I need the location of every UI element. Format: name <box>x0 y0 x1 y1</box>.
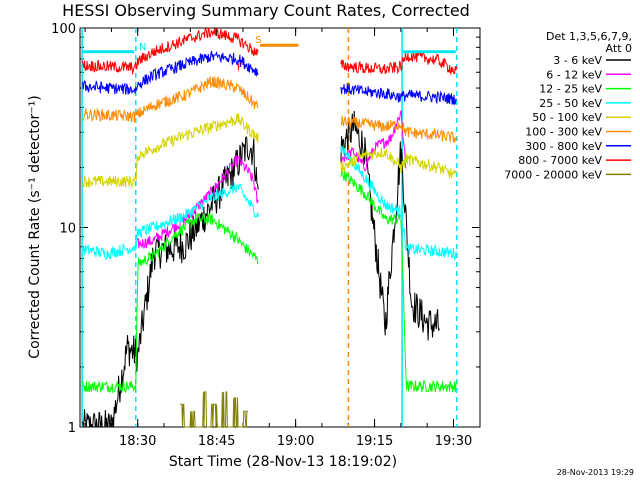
y-tick-label: 10 <box>59 222 76 237</box>
legend-entry-label: 100 - 300 keV <box>525 126 602 139</box>
marker-label-f: F <box>237 62 243 73</box>
series-line <box>180 391 249 428</box>
x-tick-label: 19:30 <box>435 434 472 449</box>
series-line <box>82 27 457 76</box>
series-group <box>82 27 457 428</box>
series-line <box>82 50 457 106</box>
legend-entry-label: 3 - 6 keV <box>553 54 602 67</box>
vertical-marker-lines <box>81 28 458 427</box>
legend-entry-label: 25 - 50 keV <box>539 97 602 110</box>
y-axis-label: Corrected Count Rate (s⁻¹ detector⁻¹) <box>27 95 43 358</box>
x-tick-label: 18:30 <box>119 434 156 449</box>
chart-title: HESSI Observing Summary Count Rates, Cor… <box>62 1 470 20</box>
y-tick-label: 1 <box>68 421 76 436</box>
x-tick-label: 19:00 <box>277 434 314 449</box>
legend-entry-label: 6 - 12 keV <box>546 68 602 81</box>
y-tick-label: 100 <box>51 22 76 37</box>
x-axis-label: Start Time (28-Nov-13 18:19:02) <box>169 454 397 470</box>
legend-header: Det 1,3,5,6,7,9, <box>546 30 632 43</box>
marker-label-s: S <box>255 35 261 46</box>
series-line <box>82 113 457 189</box>
legend-header: Att 0 <box>606 42 632 55</box>
plot-axes <box>79 27 481 428</box>
legend-entry-label: 7000 - 20000 keV <box>504 168 602 181</box>
legend-entry-label: 50 - 100 keV <box>532 111 602 124</box>
marker-label-n: N <box>139 42 146 53</box>
legend-entry-label: 12 - 25 keV <box>539 83 602 96</box>
x-tick-label: 18:45 <box>198 434 235 449</box>
legend-entry-label: 300 - 800 keV <box>525 140 602 153</box>
x-tick-label: 19:15 <box>356 434 393 449</box>
event-markers: N S F <box>139 35 262 73</box>
series-line <box>82 76 457 143</box>
series-line <box>82 168 457 394</box>
plot-frame <box>79 27 481 428</box>
timestamp-label: 28-Nov-2013 19:29 <box>557 468 634 477</box>
series-line <box>82 145 457 261</box>
legend-entry-label: 800 - 7000 keV <box>518 154 602 167</box>
